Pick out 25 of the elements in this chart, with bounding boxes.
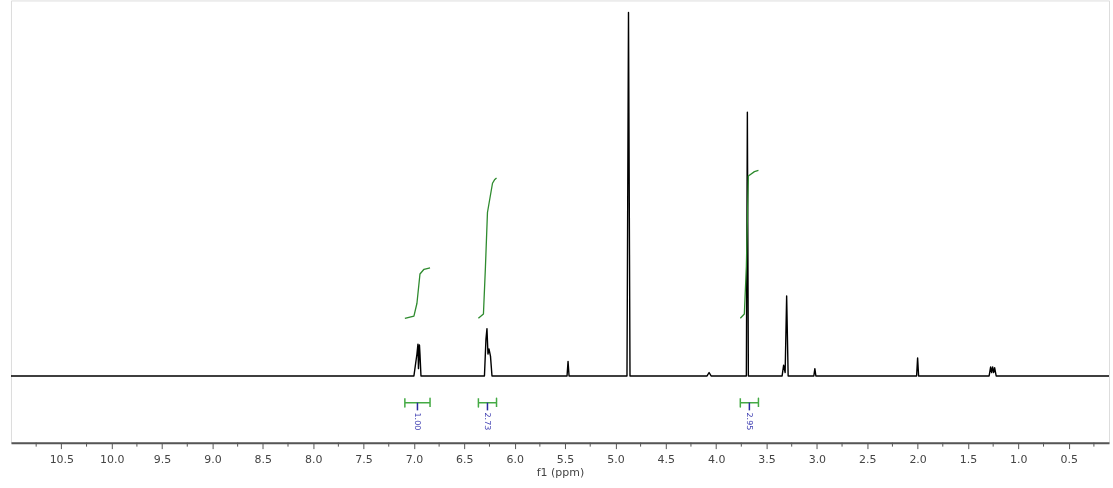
- x-tick-label: 2.5: [859, 453, 877, 467]
- x-tick-label: 8.5: [254, 453, 273, 467]
- annotation: 2.95: [745, 412, 755, 431]
- x-tick-label: 10.5: [49, 453, 75, 467]
- x-axis-title: f1 (ppm): [536, 466, 585, 480]
- x-tick-label: 6.5: [456, 453, 474, 467]
- x-tick-label: 3.5: [758, 453, 776, 467]
- annotation: 1.00: [413, 412, 423, 431]
- x-tick-label: 8.0: [304, 453, 323, 467]
- annotation: 2.73: [483, 412, 493, 431]
- x-tick-label: 6.0: [506, 453, 524, 467]
- x-tick-label: 5.5: [556, 453, 575, 467]
- x-tick-label: 2.0: [909, 453, 927, 467]
- x-tick-label: 10.0: [100, 453, 125, 467]
- x-tick-label: 7.5: [355, 453, 373, 467]
- x-tick-label: 3.0: [808, 453, 827, 467]
- x-tick-label: 1.5: [959, 453, 978, 467]
- x-tick-label: 9.0: [204, 453, 222, 467]
- x-tick-label: 4.5: [657, 453, 675, 467]
- x-tick-label: 4.0: [707, 453, 726, 467]
- x-tick-label: 9.5: [153, 453, 172, 467]
- x-tick-label: 5.0: [607, 453, 625, 467]
- x-tick-label: 0.5: [1060, 453, 1078, 467]
- x-tick-label: 7.0: [405, 453, 424, 467]
- x-tick-label: 1.0: [1010, 453, 1028, 467]
